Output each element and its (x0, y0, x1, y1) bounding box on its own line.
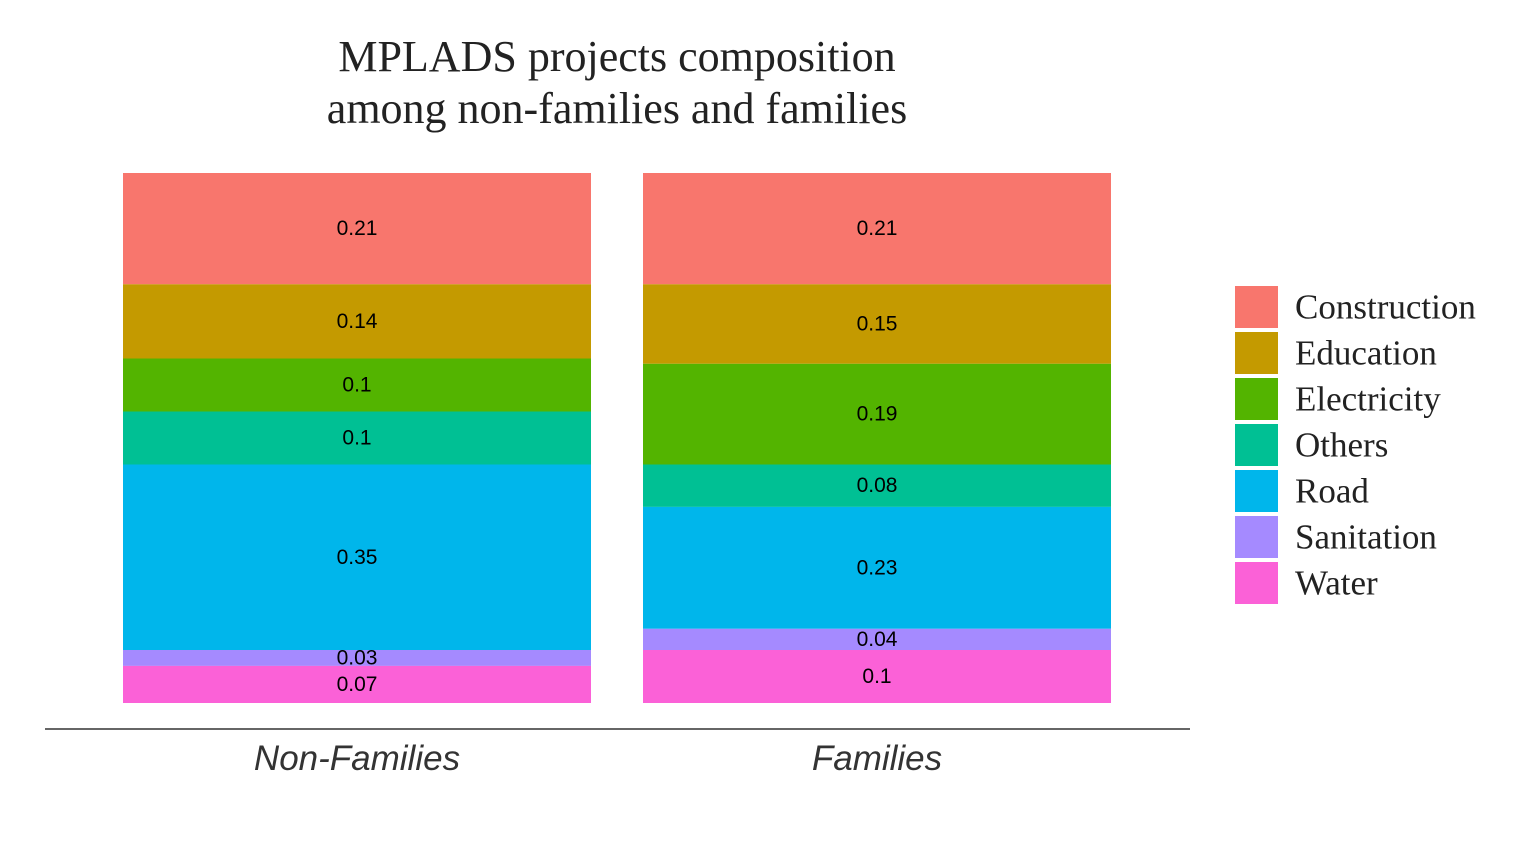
legend-label-construction: Construction (1295, 288, 1476, 327)
data-label-families-construction: 0.21 (857, 217, 898, 240)
x-tick-label-non-families: Non-Families (254, 739, 460, 778)
data-label-non-families-water: 0.07 (337, 673, 378, 696)
bar-segment-families-education (643, 284, 1111, 364)
data-label-non-families-sanitation: 0.03 (337, 646, 378, 669)
bar-segment-families-road (643, 506, 1111, 629)
data-label-families-education: 0.15 (857, 313, 898, 336)
x-tick-label-families: Families (812, 739, 942, 778)
legend-label-education: Education (1295, 334, 1437, 373)
legend-swatch-water (1235, 562, 1278, 604)
bars-area: 0.210.140.10.10.350.030.070.210.150.190.… (123, 173, 1111, 703)
bar-segment-non-families-water (123, 665, 591, 703)
data-label-non-families-others: 0.1 (342, 427, 371, 450)
data-label-families-water: 0.1 (862, 665, 891, 688)
category-labels: Non-Families Families (254, 739, 942, 778)
legend-swatch-construction (1235, 286, 1278, 328)
legend-item-sanitation: Sanitation (1235, 516, 1437, 558)
legend-swatch-education (1235, 332, 1278, 374)
legend-item-water: Water (1235, 562, 1378, 604)
bar-non-families: 0.21 0.14 0.1 0.1 0.35 0.03 0.07 (123, 173, 591, 703)
legend-item-road: Road (1235, 470, 1369, 512)
bar-segment-non-families-others (123, 411, 591, 465)
bar-segment-families-electricity (643, 363, 1111, 465)
data-label-families-others: 0.08 (857, 474, 898, 497)
bar-segment-families-sanitation (643, 628, 1111, 650)
legend-item-education: Education (1235, 332, 1437, 374)
legend-swatch-sanitation (1235, 516, 1278, 558)
legend-item-others: Others (1235, 424, 1388, 466)
legend-label-others: Others (1295, 426, 1388, 465)
chart-title-line-1: MPLADS projects composition (338, 32, 895, 81)
bar-families: 0.21 0.15 0.19 0.08 0.23 0.04 0.1 (643, 173, 1111, 703)
legend-swatch-road (1235, 470, 1278, 512)
data-label-non-families-education: 0.14 (337, 310, 378, 333)
data-label-families-electricity: 0.19 (857, 403, 898, 426)
bar-segment-families-water (643, 650, 1111, 703)
legend-item-construction: Construction (1235, 286, 1476, 328)
bar-segment-families-others (643, 464, 1111, 507)
legend-swatch-others (1235, 424, 1278, 466)
data-label-non-families-road: 0.35 (337, 546, 378, 569)
legend-label-road: Road (1295, 472, 1369, 511)
bar-segment-non-families-road (123, 464, 591, 650)
bar-segment-non-families-construction (123, 173, 591, 285)
bar-segment-non-families-education (123, 284, 591, 359)
bar-segment-non-families-electricity (123, 358, 591, 412)
legend-swatch-electricity (1235, 378, 1278, 420)
data-label-non-families-electricity: 0.1 (342, 374, 371, 397)
data-label-families-road: 0.23 (857, 556, 898, 579)
legend-label-water: Water (1295, 564, 1378, 603)
legend-label-sanitation: Sanitation (1295, 518, 1437, 557)
legend: Construction Education Electricity Others Ro… (1235, 286, 1476, 604)
data-label-non-families-construction: 0.21 (337, 217, 378, 240)
bar-segment-families-construction (643, 173, 1111, 285)
legend-label-electricity: Electricity (1295, 380, 1441, 419)
data-label-families-sanitation: 0.04 (857, 628, 898, 651)
legend-item-electricity: Electricity (1235, 378, 1441, 420)
bar-segment-non-families-sanitation (123, 650, 591, 666)
chart-title-line-2: among non-families and families (327, 84, 907, 133)
